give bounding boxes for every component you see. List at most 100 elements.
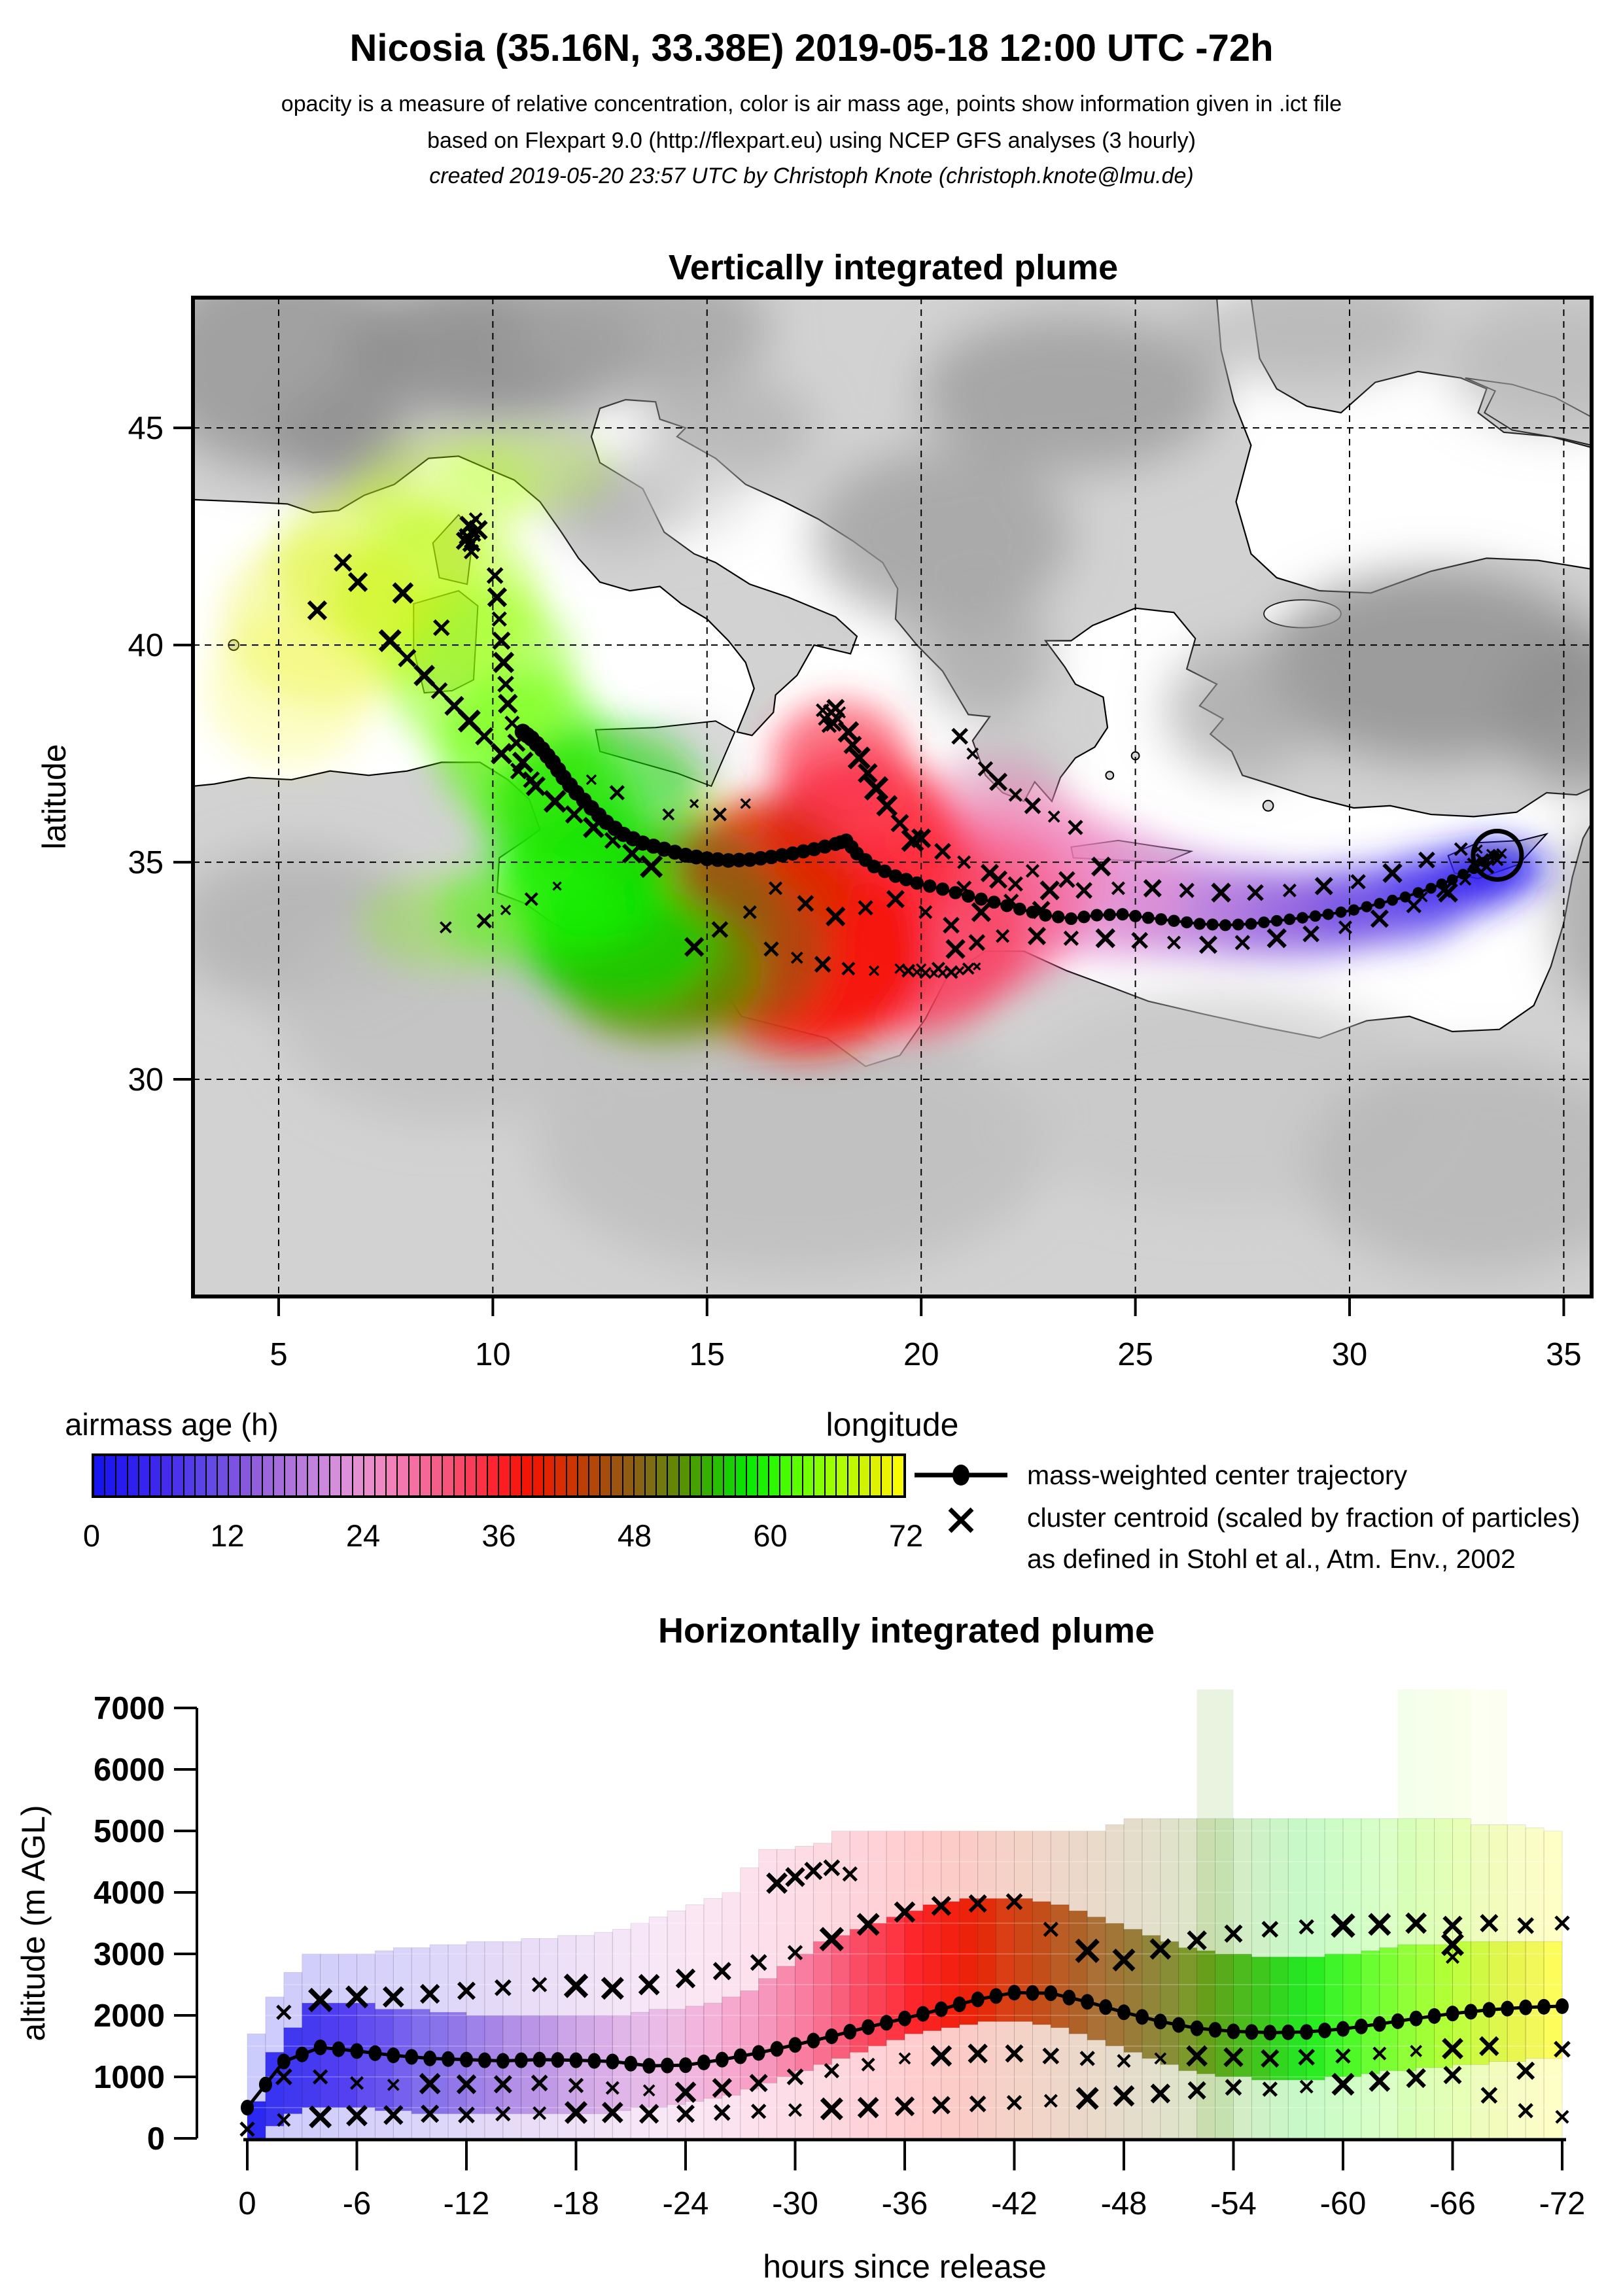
plume-column-core (1324, 1953, 1344, 2078)
hplot-cluster-x (787, 1945, 803, 1960)
trajectory-dot (1258, 916, 1270, 928)
hplot-trajectory-dot (551, 2052, 565, 2068)
trajectory-dot (1052, 911, 1065, 924)
cluster-centroid-x (1039, 880, 1060, 901)
hplot: 0 1000 2000 3000 4000 5000 6000 7000 0 -6 -12 -18 -2… (15, 1689, 1585, 2285)
map-xtick-label-10: 10 (475, 1337, 511, 1372)
colorbar-cell (218, 1456, 230, 1495)
hplot-cluster-x (345, 1985, 369, 2009)
hplot-cluster-x (563, 1974, 589, 1998)
trajectory-dot (731, 852, 747, 867)
colorbar-cell (735, 1456, 747, 1495)
hplot-trajectory-dot (1153, 2013, 1167, 2030)
hplot-cluster-x (824, 2062, 840, 2079)
trajectory-dot (710, 852, 725, 867)
hplot-trajectory-dot (733, 2048, 747, 2064)
colorbar-cell (432, 1456, 444, 1495)
hplot-cluster-x (1331, 1913, 1355, 1938)
hplot-cluster-x (1298, 2049, 1316, 2066)
trajectory-dot (785, 846, 800, 861)
colorbar-cell (645, 1456, 657, 1495)
colorbar-cell (364, 1456, 376, 1495)
hplot-cluster-x (857, 2096, 879, 2119)
cluster-centroid-x (543, 790, 567, 813)
hplot-trajectory-dot (916, 2006, 930, 2022)
cluster-centroid-x (742, 905, 757, 919)
hplot-trajectory-dot (898, 2010, 911, 2026)
trajectory-dot (1309, 910, 1321, 922)
hplot-cluster-x (1223, 2047, 1244, 2068)
colorbar-cell (251, 1456, 264, 1495)
cluster-centroid-x (491, 742, 512, 765)
hplot-cluster-x (531, 1977, 548, 1992)
cluster-centroid-x (916, 963, 927, 974)
cluster-centroid-x (876, 795, 898, 817)
cluster-centroid-x (968, 934, 986, 951)
trajectory-dot (1116, 908, 1129, 921)
colorbar-cell (634, 1456, 646, 1495)
hplot-cluster-x (1186, 2045, 1208, 2067)
colorbar-cell (746, 1456, 758, 1495)
hplot-trajectory-dot (971, 1991, 985, 2008)
trajectory-dot (1446, 874, 1458, 885)
map-plot: longitude latitude 5 10 15 20 25 30 35 45 40 35 30 (36, 296, 1594, 1443)
colorbar-cell (612, 1456, 623, 1495)
hplot-trajectory-dot (1391, 2013, 1405, 2029)
colorbar-cell (105, 1456, 117, 1495)
cluster-centroid-x (1370, 909, 1389, 928)
hplot-trajectory-dot (934, 2001, 948, 2017)
hplot-cluster-x (494, 1979, 512, 1996)
cluster-centroid-x (712, 807, 727, 822)
trajectory-dot (828, 837, 843, 851)
trajectory-dot (1142, 911, 1155, 924)
hplot-cluster-x (1042, 2047, 1060, 2064)
cluster-centroid-x (901, 829, 924, 852)
cluster-centroid-x (1198, 935, 1217, 954)
cluster-centroid-x (816, 703, 830, 718)
colorbar-cell (173, 1456, 184, 1495)
cluster-legend-symbol (948, 1507, 974, 1533)
hplot-trajectory-dot (277, 2053, 290, 2070)
hplot-trajectory-dot (989, 1988, 1003, 2004)
trajectory-dot (923, 879, 937, 893)
trajectory-dot (807, 842, 822, 857)
hplot-cluster-x (1261, 2049, 1280, 2068)
cluster-centroid-x (825, 714, 842, 732)
trajectory-dot (1412, 887, 1424, 898)
map-xtick-label-15: 15 (689, 1337, 725, 1372)
hplot-trajectory-dot (606, 2053, 620, 2070)
island-cyclades-2 (1106, 771, 1113, 779)
trajectory-dot (974, 892, 988, 906)
hplot-cluster-x (1555, 2110, 1569, 2124)
hplot-trajectory-dot (679, 2057, 692, 2074)
colorbar-cell (814, 1456, 826, 1495)
cluster-centroid-x (1454, 842, 1468, 856)
hplot-cluster-x (930, 2045, 952, 2067)
hplot-trajectory-dot (1537, 1998, 1551, 2015)
colorbar-tick-label-48: 48 (617, 1518, 652, 1553)
cluster-centroid-x (524, 892, 538, 907)
hplot-cluster-x (819, 1926, 845, 1952)
hplot-cluster-x (1006, 2095, 1022, 2111)
hplot-trajectory-dot (1464, 2004, 1478, 2020)
cluster-centroid-x (662, 808, 675, 821)
hplot-cluster-x (1113, 2085, 1135, 2107)
hplot-cluster-x (601, 2102, 623, 2123)
hplot-cluster-x (387, 2078, 400, 2091)
hplot-trajectory-dot (1446, 2006, 1459, 2022)
figure-title: Nicosia (35.16N, 33.38E) 2019-05-18 12:0… (349, 27, 1274, 69)
cluster-centroid-x (413, 665, 435, 686)
cluster-centroid-x (971, 902, 992, 922)
hplot-trajectory-dot (807, 2032, 820, 2049)
colorbar-cell (139, 1456, 151, 1495)
colorbar-cell (307, 1456, 320, 1495)
hplot-cluster-x (421, 2104, 440, 2123)
hplot-cluster-x (932, 2096, 951, 2115)
colorbar-cell (510, 1456, 522, 1495)
hplot-cluster-x (676, 2104, 695, 2123)
cluster-centroid-x (565, 805, 584, 824)
colorbar-cell (443, 1456, 455, 1495)
hplot-trajectory-dot (1099, 1999, 1113, 2015)
hplot-cluster-x (1442, 2038, 1463, 2060)
trajectory-dot (1180, 916, 1193, 929)
